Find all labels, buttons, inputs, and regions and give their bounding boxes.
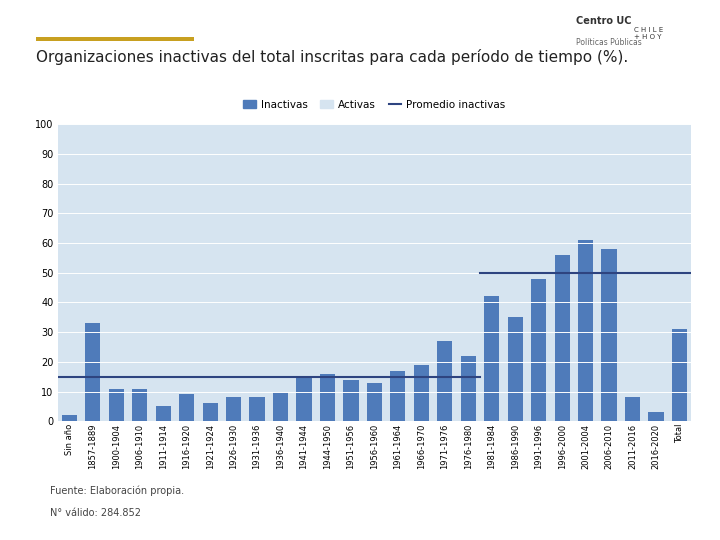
- Bar: [433, 124, 456, 421]
- Bar: [297, 377, 312, 421]
- Bar: [292, 124, 316, 421]
- Bar: [316, 124, 339, 421]
- Bar: [649, 413, 664, 421]
- Bar: [644, 124, 667, 421]
- Bar: [503, 124, 527, 421]
- Bar: [175, 124, 199, 421]
- Promedio inactivas: [53, 374, 62, 380]
- Bar: [531, 279, 546, 421]
- Bar: [456, 124, 480, 421]
- Bar: [621, 124, 644, 421]
- Bar: [414, 365, 429, 421]
- Bar: [269, 124, 292, 421]
- Legend: Inactivas, Activas, Promedio inactivas: Inactivas, Activas, Promedio inactivas: [240, 97, 508, 113]
- Bar: [132, 389, 148, 421]
- Text: Políticas Públicas: Políticas Públicas: [576, 38, 642, 47]
- Bar: [339, 124, 363, 421]
- Bar: [246, 124, 269, 421]
- Bar: [484, 296, 500, 421]
- Text: Organizaciones inactivas del total inscritas para cada período de tiempo (%).: Organizaciones inactivas del total inscr…: [36, 49, 629, 65]
- Bar: [179, 394, 194, 421]
- Bar: [249, 397, 265, 421]
- Bar: [390, 370, 405, 421]
- Bar: [601, 249, 617, 421]
- Bar: [625, 397, 640, 421]
- Bar: [598, 124, 621, 421]
- Bar: [199, 124, 222, 421]
- Bar: [366, 382, 382, 421]
- Bar: [550, 124, 574, 421]
- Bar: [85, 323, 100, 421]
- Bar: [672, 329, 687, 421]
- Bar: [202, 403, 217, 421]
- Bar: [554, 255, 570, 421]
- Text: Centro UC: Centro UC: [576, 16, 631, 26]
- Bar: [62, 415, 77, 421]
- Bar: [222, 124, 246, 421]
- Bar: [386, 124, 410, 421]
- Text: N° válido: 284.852: N° válido: 284.852: [50, 508, 141, 518]
- Bar: [410, 124, 433, 421]
- Text: Fuente: Elaboración propia.: Fuente: Elaboración propia.: [50, 486, 184, 496]
- Bar: [437, 341, 452, 421]
- Bar: [104, 124, 128, 421]
- Bar: [273, 392, 288, 421]
- Bar: [578, 240, 593, 421]
- Promedio inactivas: [476, 374, 485, 380]
- Bar: [320, 374, 335, 421]
- Bar: [461, 356, 476, 421]
- Text: C H I L E
+ H O Y: C H I L E + H O Y: [634, 27, 663, 40]
- Bar: [343, 380, 359, 421]
- Bar: [574, 124, 598, 421]
- Bar: [58, 124, 81, 421]
- Bar: [81, 124, 104, 421]
- Bar: [363, 124, 386, 421]
- Bar: [480, 124, 503, 421]
- Bar: [667, 124, 691, 421]
- Bar: [508, 317, 523, 421]
- Bar: [151, 124, 175, 421]
- Bar: [156, 406, 171, 421]
- Bar: [527, 124, 550, 421]
- Bar: [109, 389, 124, 421]
- Bar: [226, 397, 241, 421]
- Bar: [128, 124, 151, 421]
